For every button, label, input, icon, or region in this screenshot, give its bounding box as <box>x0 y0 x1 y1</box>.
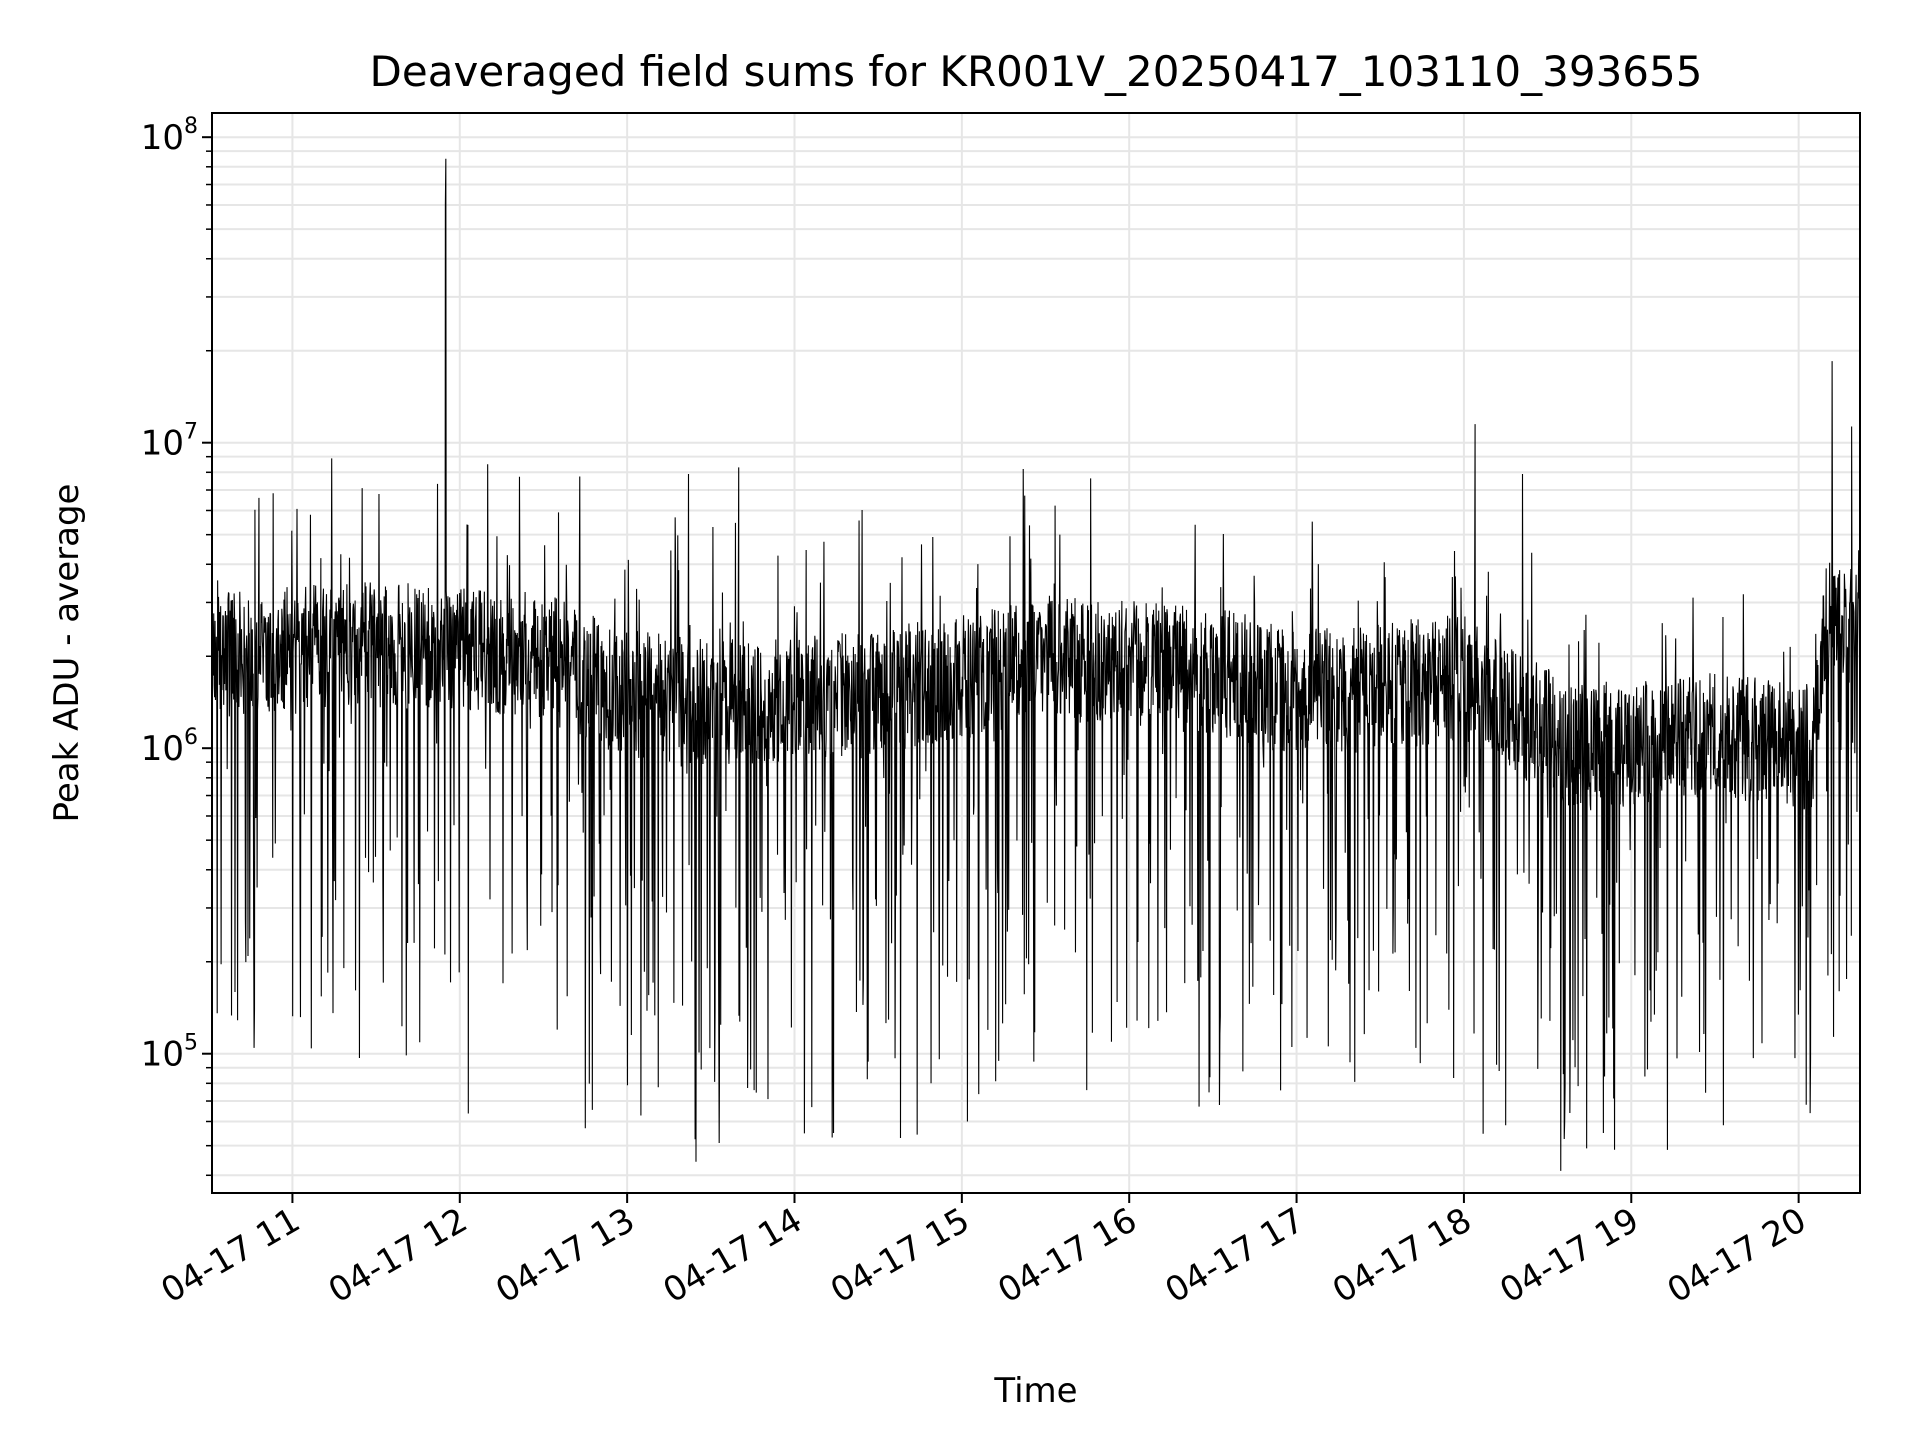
plot-frame <box>211 112 1861 1194</box>
x-tick-label: 04-17 12 <box>322 1200 474 1311</box>
y-tick-label: 106 <box>141 725 198 769</box>
x-tick-label: 04-17 15 <box>824 1200 976 1311</box>
series-layer <box>212 158 1860 1171</box>
y-tick-label: 105 <box>141 1031 198 1075</box>
x-tick-label: 04-17 19 <box>1493 1200 1645 1311</box>
x-tick-label: 04-17 16 <box>991 1200 1143 1311</box>
y-axis-label: Peak ADU - average <box>47 484 87 823</box>
x-tick-label: 04-17 20 <box>1661 1200 1813 1311</box>
chart-title: Deaveraged field sums for KR001V_2025041… <box>370 47 1703 96</box>
y-axis-ticks: 105 106 107 108 <box>141 114 212 1177</box>
x-tick-label: 04-17 17 <box>1159 1200 1311 1311</box>
series-line <box>212 158 1860 1171</box>
x-tick-label: 04-17 14 <box>657 1200 809 1311</box>
x-axis-ticks: 04-17 11 04-17 12 04-17 13 04-17 14 04-17 15… <box>155 1193 1813 1311</box>
x-tick-label: 04-17 18 <box>1326 1200 1478 1311</box>
x-axis-label: Time <box>993 1371 1077 1411</box>
x-tick-label: 04-17 11 <box>155 1200 307 1311</box>
y-tick-label: 108 <box>141 114 198 158</box>
y-tick-label: 107 <box>141 420 198 464</box>
x-tick-label: 04-17 13 <box>489 1200 641 1311</box>
